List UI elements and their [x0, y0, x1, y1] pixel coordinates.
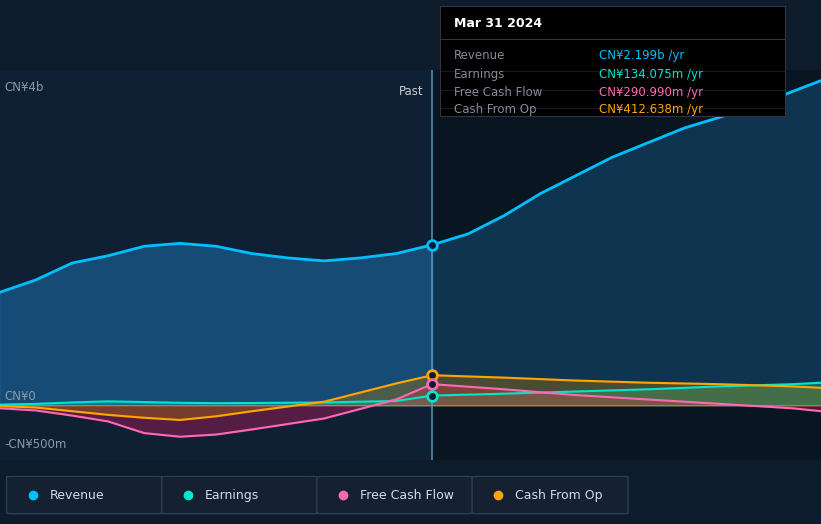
- Text: Revenue: Revenue: [49, 488, 104, 501]
- Text: CN¥134.075m /yr: CN¥134.075m /yr: [599, 68, 703, 81]
- FancyBboxPatch shape: [317, 476, 473, 514]
- Text: Past: Past: [399, 85, 424, 98]
- FancyBboxPatch shape: [7, 476, 163, 514]
- Bar: [432, 70, 821, 460]
- Text: Cash From Op: Cash From Op: [454, 103, 536, 116]
- Text: Mar 31 2024: Mar 31 2024: [454, 17, 542, 30]
- Text: Free Cash Flow: Free Cash Flow: [360, 488, 453, 501]
- Text: CN¥0: CN¥0: [4, 390, 36, 403]
- Text: CN¥4b: CN¥4b: [4, 81, 44, 94]
- Text: Analysts Forecasts: Analysts Forecasts: [441, 85, 551, 98]
- Text: Revenue: Revenue: [454, 49, 505, 62]
- FancyBboxPatch shape: [162, 476, 318, 514]
- Text: -CN¥500m: -CN¥500m: [4, 438, 67, 451]
- Text: CN¥412.638m /yr: CN¥412.638m /yr: [599, 103, 703, 116]
- Text: Cash From Op: Cash From Op: [515, 488, 603, 501]
- Text: CN¥290.990m /yr: CN¥290.990m /yr: [599, 85, 703, 99]
- FancyBboxPatch shape: [472, 476, 628, 514]
- Text: CN¥2.199b /yr: CN¥2.199b /yr: [599, 49, 684, 62]
- Text: Earnings: Earnings: [204, 488, 259, 501]
- Text: Earnings: Earnings: [454, 68, 505, 81]
- Bar: [0, 70, 432, 460]
- Text: Free Cash Flow: Free Cash Flow: [454, 85, 542, 99]
